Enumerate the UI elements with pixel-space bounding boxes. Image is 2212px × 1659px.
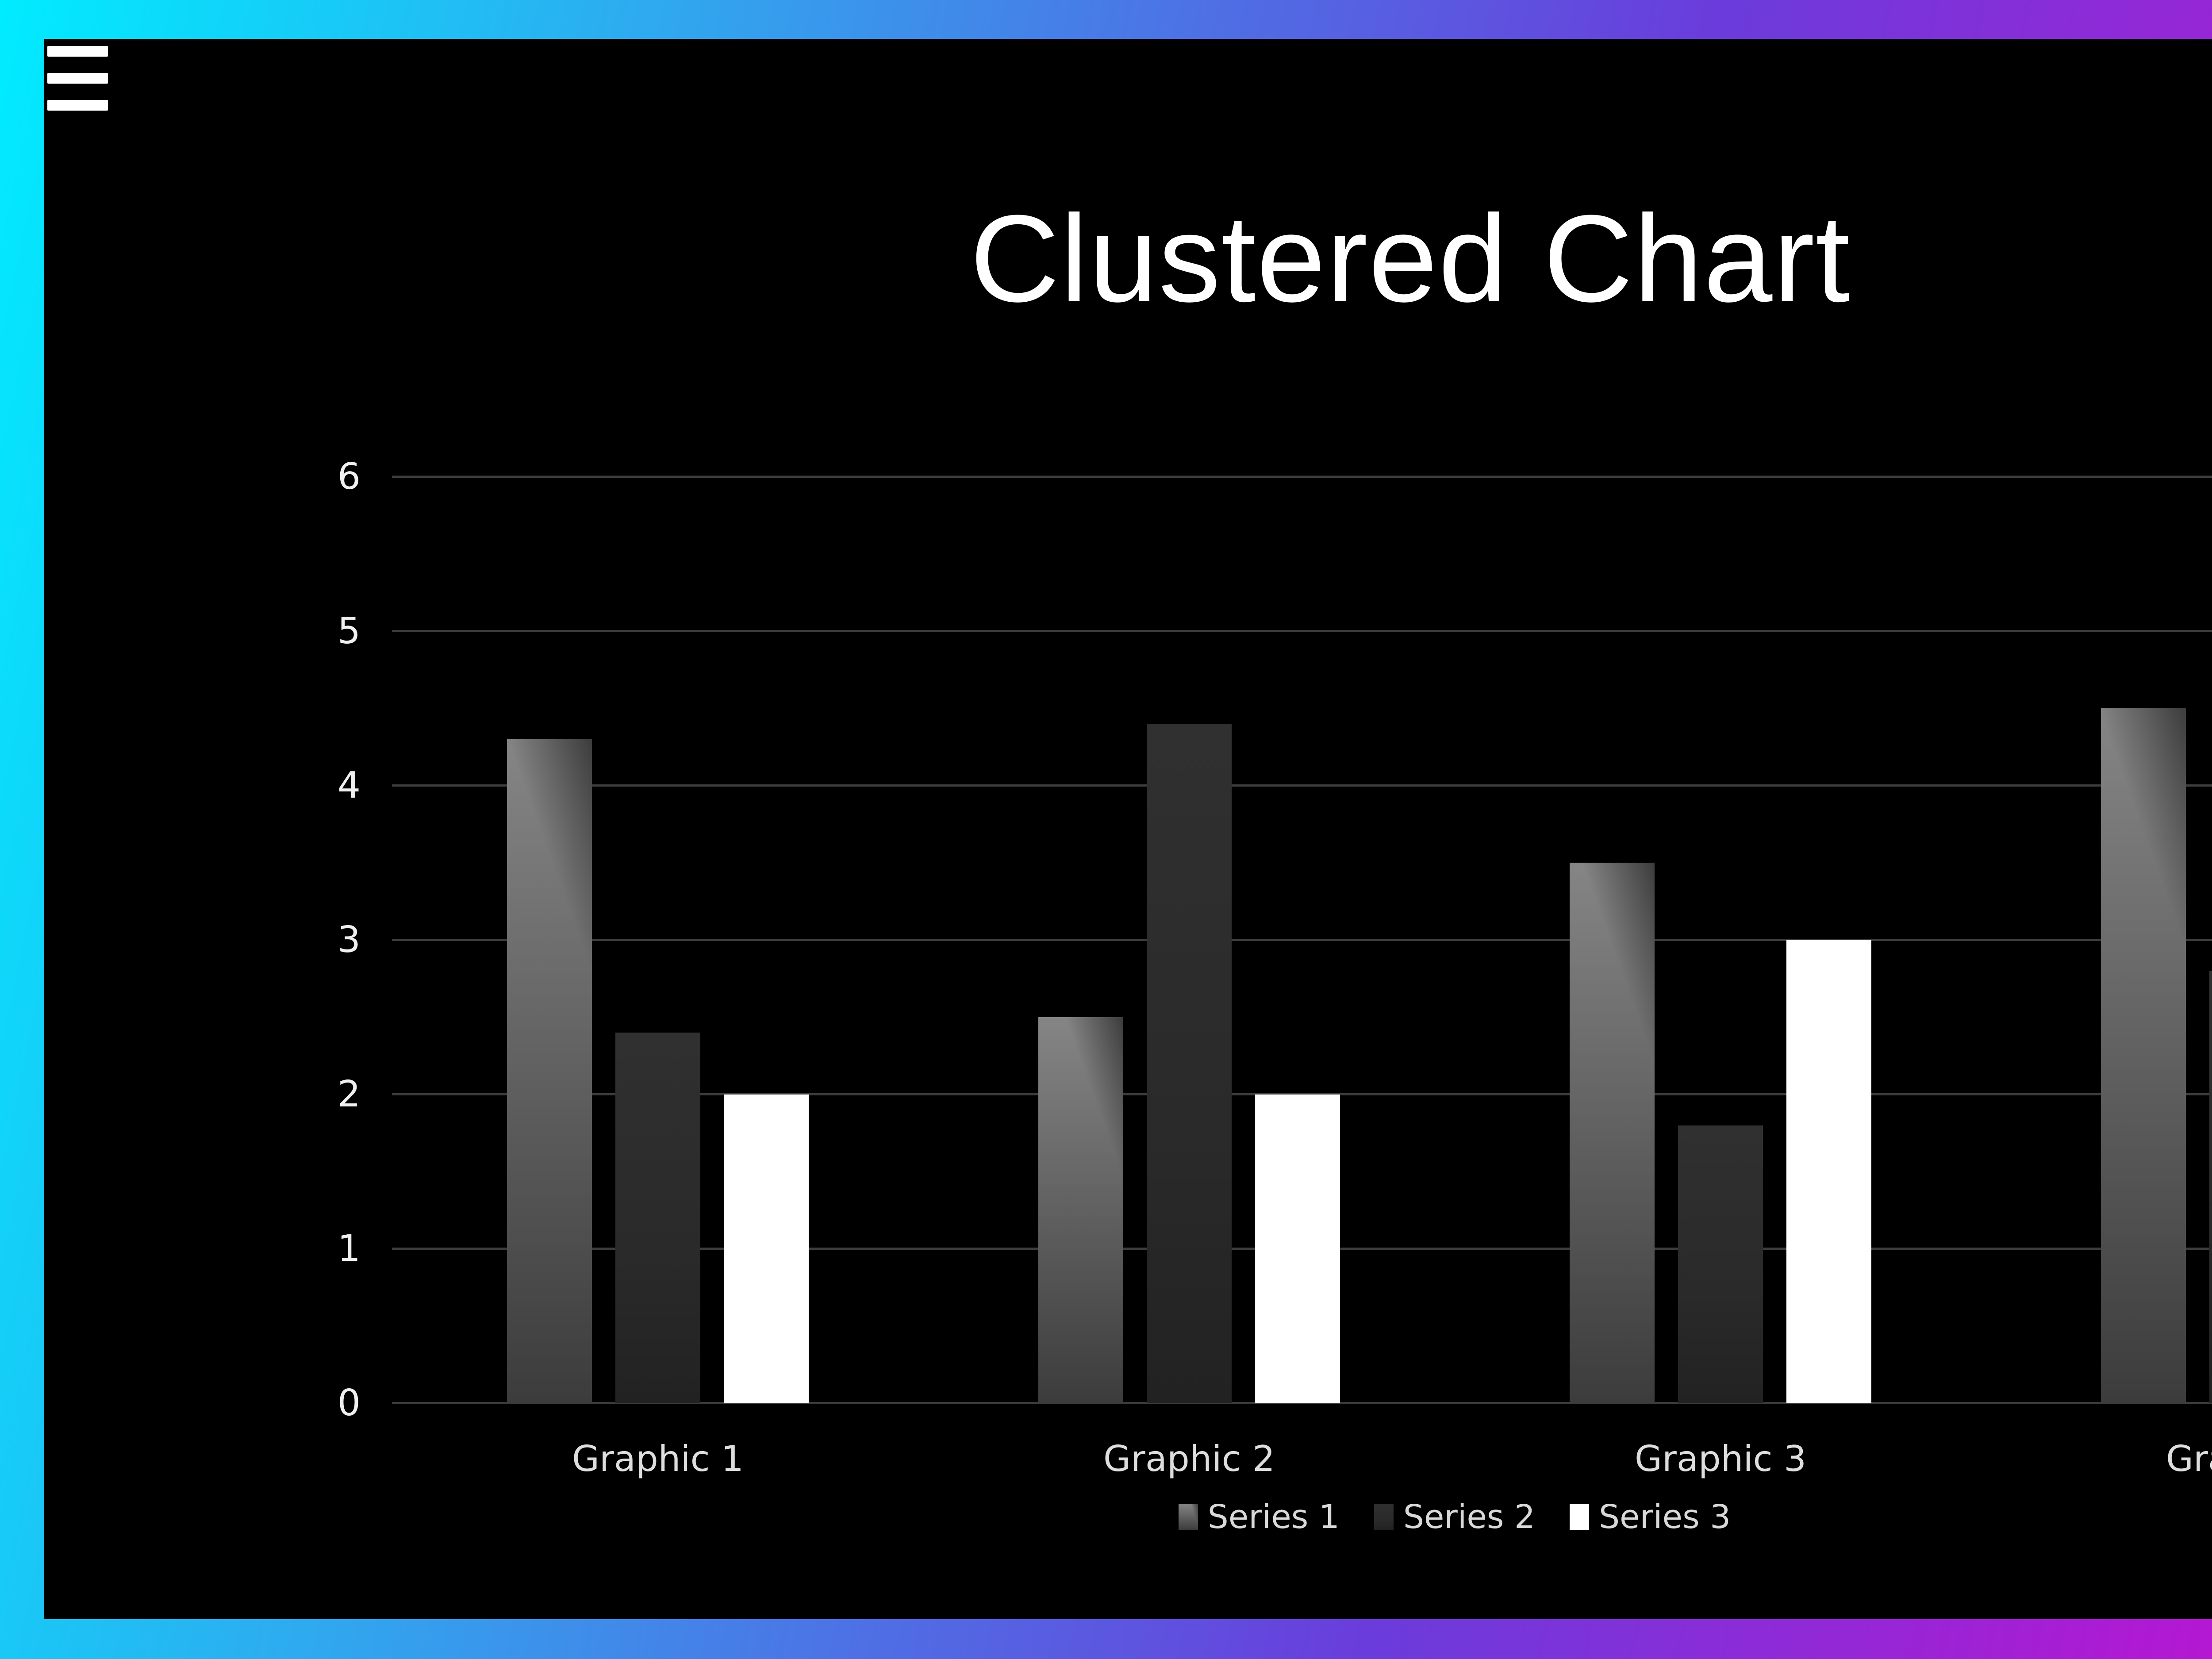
bar-series2-graphic3 [1678, 1125, 1763, 1403]
bar-series2-graphic2 [1147, 724, 1232, 1403]
legend-swatch-icon [1570, 1504, 1590, 1530]
y-axis-tick-label: 4 [337, 764, 361, 806]
bar-series2-graphic4 [2209, 971, 2212, 1403]
gridline-y2 [392, 1093, 2212, 1095]
bar-series3-graphic2 [1255, 1094, 1340, 1403]
legend-item: Series 1 [1178, 1498, 1340, 1536]
bar-series3-graphic1 [724, 1094, 809, 1403]
x-axis-category-label: Graphic 2 [1103, 1438, 1275, 1479]
legend-swatch-icon [1374, 1504, 1394, 1530]
bar-series1-graphic4 [2101, 708, 2186, 1403]
bar-series3-graphic3 [1786, 940, 1871, 1403]
menu-button[interactable] [47, 46, 108, 111]
bar-series1-graphic2 [1038, 1017, 1123, 1403]
legend-label: Series 3 [1599, 1498, 1731, 1536]
legend-item: Series 2 [1374, 1501, 1535, 1533]
gridline-y6 [392, 476, 2212, 478]
bar-series1-graphic3 [1570, 863, 1655, 1403]
y-axis-tick-label: 2 [337, 1073, 361, 1115]
slide-title: Clustered Chart [970, 190, 1851, 328]
x-axis-category-label: Graphic 1 [572, 1438, 744, 1479]
hamburger-icon [47, 46, 108, 57]
legend-item: Series 3 [1570, 1501, 1731, 1533]
x-axis-category-label: Graphic 4 [2166, 1438, 2212, 1479]
hamburger-icon [47, 100, 108, 111]
legend: Series 1 Series 2 Series 3 [392, 1501, 2212, 1533]
y-axis-tick-label: 1 [337, 1228, 361, 1270]
gridline-y3 [392, 939, 2212, 941]
y-axis-tick-label: 5 [337, 610, 361, 652]
x-axis-category-label: Graphic 3 [1635, 1438, 1806, 1479]
gridline-y4 [392, 784, 2212, 787]
bar-series1-graphic1 [507, 739, 592, 1403]
hamburger-icon [47, 73, 108, 84]
legend-swatch-icon [1178, 1504, 1198, 1530]
bar-series2-graphic1 [615, 1033, 700, 1403]
y-axis-tick-label: 3 [337, 919, 361, 961]
y-axis-tick-label: 0 [337, 1382, 361, 1424]
gridline-y5 [392, 630, 2212, 632]
y-axis-tick-label: 6 [337, 456, 361, 498]
legend-label: Series 1 [1207, 1498, 1340, 1536]
legend-label: Series 2 [1403, 1498, 1536, 1536]
